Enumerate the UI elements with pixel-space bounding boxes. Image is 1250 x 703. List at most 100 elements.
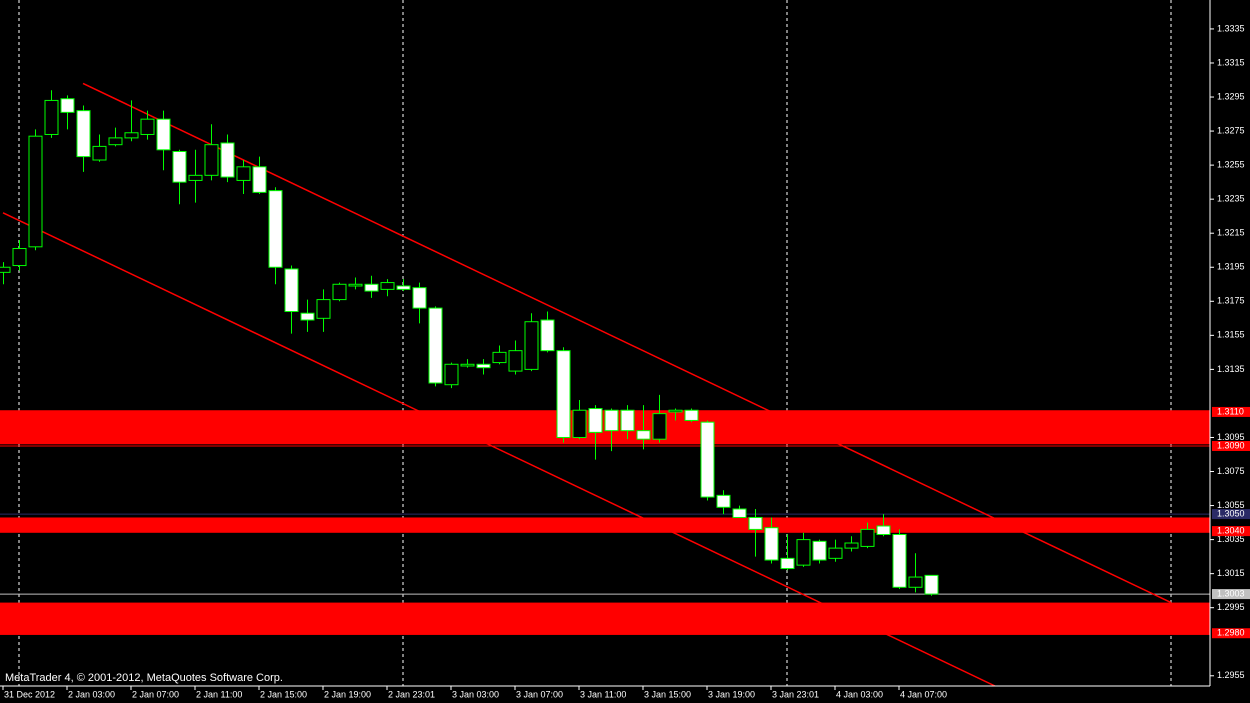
candle-body <box>236 166 251 181</box>
level-label-bg <box>1212 440 1250 451</box>
level-label-bg <box>1212 526 1250 537</box>
candle-body <box>124 132 139 139</box>
candle-body <box>252 166 267 193</box>
candle-body <box>396 285 411 290</box>
zone <box>0 517 1210 533</box>
candle-body <box>556 350 571 438</box>
plot-area <box>0 0 1210 686</box>
y-tick-label: 1.3195 <box>1217 262 1245 272</box>
candle-body <box>300 312 315 321</box>
y-tick-label: 1.3235 <box>1217 194 1245 204</box>
x-tick-label: 2 Jan 03:00 <box>68 689 115 699</box>
candle-body <box>412 287 427 309</box>
x-tick-label: 3 Jan 23:01 <box>772 689 819 699</box>
candle-body <box>364 283 379 292</box>
candle-body <box>60 98 75 113</box>
y-tick-label: 1.3155 <box>1217 330 1245 340</box>
candle-body <box>684 409 699 421</box>
y-tick-label: 1.3095 <box>1217 432 1245 442</box>
candle-body <box>0 266 11 273</box>
x-tick-label: 2 Jan 07:00 <box>132 689 179 699</box>
level-label: 1.3110 <box>1217 406 1244 416</box>
candle-body <box>844 542 859 549</box>
y-tick-label: 1.3035 <box>1217 534 1245 544</box>
candle-body <box>492 351 507 364</box>
candle-body <box>540 319 555 352</box>
candle-body <box>700 421 715 498</box>
candle-body <box>380 282 395 290</box>
candle-body <box>748 516 763 530</box>
x-tick-label: 2 Jan 15:00 <box>260 689 307 699</box>
candle-body <box>668 409 683 413</box>
candle-body <box>12 248 27 267</box>
candle-body <box>620 409 635 432</box>
candle-body <box>860 528 875 547</box>
candle-body <box>348 283 363 287</box>
y-tick-label: 1.3275 <box>1217 125 1245 135</box>
candle-body <box>92 145 107 161</box>
candle-body <box>812 540 827 561</box>
zone <box>0 602 1210 635</box>
level-label: 1.3003 <box>1217 588 1245 598</box>
candle-body <box>780 557 795 570</box>
candle-body <box>140 118 155 135</box>
candle-body <box>508 350 523 372</box>
y-tick-label: 1.3055 <box>1217 500 1245 510</box>
candle-body <box>588 408 603 433</box>
candle-body <box>652 413 667 440</box>
y-tick-label: 1.3295 <box>1217 91 1245 101</box>
x-tick-label: 4 Jan 03:00 <box>836 689 883 699</box>
candle-body <box>188 174 203 181</box>
level-label: 1.3090 <box>1217 440 1245 450</box>
candle-body <box>268 190 283 268</box>
level-label: 1.3040 <box>1217 525 1245 535</box>
candle-body <box>444 363 459 386</box>
candle-body <box>460 363 475 367</box>
candle-body <box>892 534 907 588</box>
candle-body <box>428 307 443 384</box>
candle-body <box>524 321 539 370</box>
y-tick-label: 1.3335 <box>1217 23 1245 33</box>
candle-body <box>732 508 747 518</box>
y-tick-label: 1.3175 <box>1217 296 1245 306</box>
candle-body <box>716 494 731 508</box>
trendline <box>2 212 996 686</box>
candle-body <box>156 118 171 151</box>
candle-body <box>604 409 619 432</box>
x-tick-label: 3 Jan 07:00 <box>516 689 563 699</box>
y-tick-label: 1.3315 <box>1217 57 1245 67</box>
candle-body <box>796 539 811 566</box>
level-label: 1.3050 <box>1217 508 1245 518</box>
candle-body <box>572 409 587 438</box>
level-label-bg <box>1212 589 1250 600</box>
candle-body <box>908 576 923 588</box>
candle-body <box>44 99 59 135</box>
x-tick-label: 2 Jan 19:00 <box>324 689 371 699</box>
candle-body <box>924 574 939 595</box>
y-tick-label: 1.2955 <box>1217 670 1245 680</box>
x-tick-label: 3 Jan 11:00 <box>580 689 626 699</box>
x-tick-label: 3 Jan 15:00 <box>644 689 691 699</box>
candle-body <box>764 527 779 561</box>
candle-body <box>220 142 235 178</box>
watermark: MetaTrader 4, © 2001-2012, MetaQuotes So… <box>5 672 283 684</box>
x-tick-label: 2 Jan 11:00 <box>196 689 242 699</box>
candle-body <box>332 283 347 301</box>
y-tick-label: 1.3135 <box>1217 364 1245 374</box>
candle-body <box>172 150 187 183</box>
candle-body <box>28 135 43 248</box>
x-tick-label: 3 Jan 03:00 <box>452 689 499 699</box>
y-tick-label: 1.3255 <box>1217 159 1245 169</box>
y-tick-label: 1.2995 <box>1217 602 1245 612</box>
candle-body <box>476 363 491 369</box>
candle-body <box>76 110 91 158</box>
candle-body <box>204 144 219 176</box>
x-tick-label: 3 Jan 19:00 <box>708 689 755 699</box>
candle-body <box>636 430 651 440</box>
candle-body <box>284 268 299 313</box>
y-tick-label: 1.3015 <box>1217 568 1245 578</box>
